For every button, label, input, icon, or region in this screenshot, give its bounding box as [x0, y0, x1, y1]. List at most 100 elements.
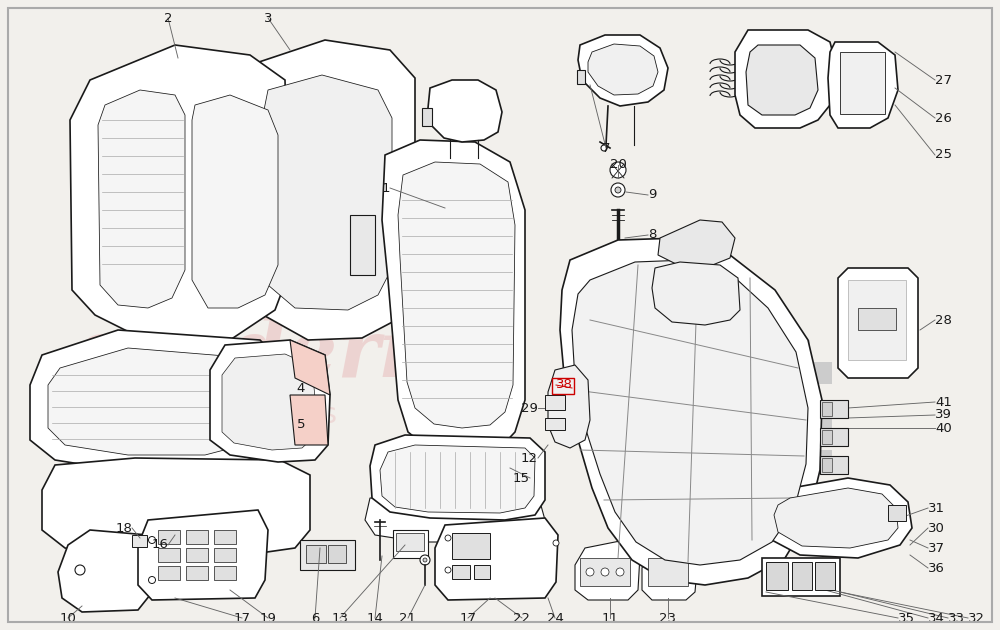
Bar: [306, 545, 326, 563]
Polygon shape: [575, 540, 640, 600]
Bar: [722, 362, 744, 384]
Bar: [452, 533, 490, 559]
Circle shape: [601, 568, 609, 576]
Polygon shape: [774, 488, 898, 548]
Text: 3: 3: [264, 11, 272, 25]
Bar: [186, 566, 208, 580]
Bar: [158, 548, 180, 562]
Polygon shape: [48, 348, 268, 455]
Bar: [580, 558, 630, 586]
Bar: [214, 548, 236, 562]
Text: 36: 36: [928, 561, 945, 575]
Text: 4: 4: [297, 382, 305, 394]
Polygon shape: [98, 90, 185, 308]
Bar: [396, 533, 424, 551]
Polygon shape: [192, 95, 278, 308]
Bar: [214, 530, 236, 544]
Text: 11: 11: [602, 612, 618, 624]
Text: 41: 41: [935, 396, 952, 408]
Text: 29: 29: [521, 401, 538, 415]
Text: 26: 26: [935, 112, 952, 125]
Polygon shape: [762, 478, 912, 558]
Text: 1: 1: [382, 181, 390, 195]
Bar: [328, 545, 346, 563]
Text: 23: 23: [660, 612, 676, 624]
Polygon shape: [382, 140, 525, 455]
Text: 30: 30: [928, 522, 945, 534]
Polygon shape: [642, 542, 698, 600]
Polygon shape: [560, 238, 822, 585]
Polygon shape: [365, 498, 545, 542]
Polygon shape: [210, 340, 330, 462]
Bar: [648, 558, 688, 586]
Circle shape: [615, 187, 621, 193]
Bar: [545, 418, 565, 430]
Bar: [452, 565, 470, 579]
Text: scuderia: scuderia: [77, 316, 463, 394]
Polygon shape: [428, 80, 502, 142]
Text: 27: 27: [935, 74, 952, 86]
Text: 10: 10: [60, 612, 76, 624]
Text: 14: 14: [367, 612, 383, 624]
Polygon shape: [42, 458, 310, 558]
Text: 19: 19: [260, 612, 276, 624]
Circle shape: [445, 535, 451, 541]
Bar: [848, 280, 906, 360]
Bar: [822, 402, 832, 416]
Text: 32: 32: [968, 612, 985, 624]
Bar: [700, 384, 722, 406]
Text: 20: 20: [610, 159, 626, 171]
Text: 22: 22: [514, 612, 530, 624]
Text: 9: 9: [648, 188, 656, 202]
Bar: [792, 562, 812, 590]
Bar: [577, 70, 585, 84]
Text: 5: 5: [296, 418, 305, 432]
Text: 15: 15: [513, 471, 530, 484]
Text: 13: 13: [332, 612, 349, 624]
Bar: [822, 458, 832, 472]
Text: 38: 38: [556, 379, 573, 391]
Text: 2: 2: [164, 11, 172, 25]
Bar: [722, 406, 744, 428]
Polygon shape: [290, 395, 328, 445]
Bar: [820, 456, 848, 474]
Polygon shape: [578, 35, 668, 106]
Polygon shape: [30, 330, 285, 472]
Circle shape: [445, 567, 451, 573]
Polygon shape: [248, 40, 415, 340]
Bar: [300, 540, 355, 570]
Circle shape: [611, 183, 625, 197]
Bar: [766, 450, 788, 472]
Bar: [788, 384, 810, 406]
Bar: [700, 428, 722, 450]
Bar: [350, 215, 375, 275]
Bar: [214, 566, 236, 580]
Bar: [474, 565, 490, 579]
Polygon shape: [435, 518, 558, 600]
Bar: [158, 530, 180, 544]
Bar: [158, 566, 180, 580]
Bar: [545, 395, 565, 410]
Text: 34: 34: [928, 612, 945, 624]
Bar: [810, 406, 832, 428]
Text: 17: 17: [234, 612, 250, 624]
Circle shape: [601, 145, 607, 151]
Bar: [722, 450, 744, 472]
Bar: [810, 362, 832, 384]
Bar: [552, 378, 574, 394]
Bar: [810, 450, 832, 472]
Polygon shape: [588, 44, 658, 95]
Bar: [766, 562, 788, 590]
Circle shape: [610, 162, 626, 178]
Text: 7: 7: [602, 142, 610, 154]
Text: 8: 8: [648, 229, 656, 241]
Bar: [766, 362, 788, 384]
Text: 6: 6: [311, 612, 319, 624]
Circle shape: [586, 568, 594, 576]
Polygon shape: [58, 530, 155, 612]
Bar: [393, 530, 428, 558]
Text: 21: 21: [400, 612, 416, 624]
Bar: [815, 562, 835, 590]
Text: 37: 37: [928, 542, 945, 554]
Polygon shape: [380, 445, 535, 513]
